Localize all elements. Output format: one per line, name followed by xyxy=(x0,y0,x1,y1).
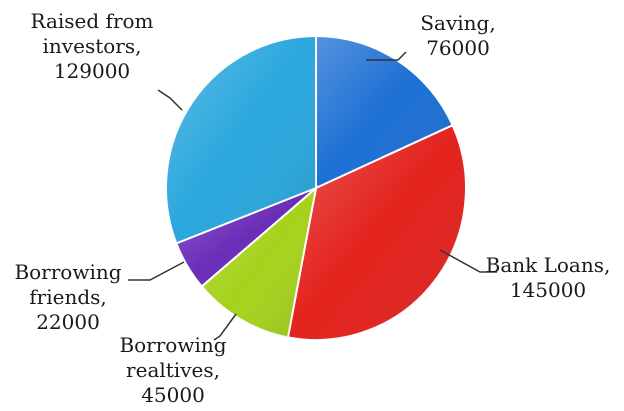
pie-slice-shading-borrowing-friends xyxy=(176,188,316,287)
slice-label-line: realtives, xyxy=(126,358,220,382)
leader-line-bank-loans xyxy=(439,249,497,273)
slice-label-line: Borrowing xyxy=(119,333,226,357)
slice-label-line: 76000 xyxy=(426,36,490,60)
slice-label-line: Borrowing xyxy=(14,260,121,284)
leader-line-borrowing-realtives xyxy=(213,313,237,341)
slice-label-raised-from-investors: Raised from investors, 129000 xyxy=(30,9,153,83)
slice-label-borrowing-realtives: Borrowing realtives, 45000 xyxy=(119,333,226,407)
leader-line-saving xyxy=(366,51,407,61)
slice-label-borrowing-friends: Borrowing friends, 22000 xyxy=(14,260,121,334)
slice-label-line: 145000 xyxy=(510,278,586,302)
leader-line-borrowing-friends xyxy=(128,261,185,281)
slice-label-line: 22000 xyxy=(36,310,100,334)
slice-label-bank-loans: Bank Loans, 145000 xyxy=(486,253,611,302)
slice-label-line: Saving, xyxy=(420,11,495,35)
pie-slice-shading-bank-loans xyxy=(287,125,466,340)
slice-label-line: 129000 xyxy=(54,59,130,83)
slice-label-line: 45000 xyxy=(141,383,205,407)
pie-slice-shading-raised-from-investors xyxy=(165,36,316,244)
pie-slice-shading-borrowing-realtives xyxy=(201,188,316,338)
slice-label-line: investors, xyxy=(43,34,142,58)
slice-label-line: Raised from xyxy=(30,9,153,33)
pie-slice-shading-saving xyxy=(316,36,453,188)
leader-line-raised-from-investors xyxy=(157,89,183,111)
slice-label-line: friends, xyxy=(29,285,107,309)
slice-label-saving: Saving, 76000 xyxy=(420,11,495,60)
pie-slices xyxy=(165,34,467,341)
leader-lines xyxy=(128,51,497,341)
slice-label-line: Bank Loans, xyxy=(486,253,611,277)
